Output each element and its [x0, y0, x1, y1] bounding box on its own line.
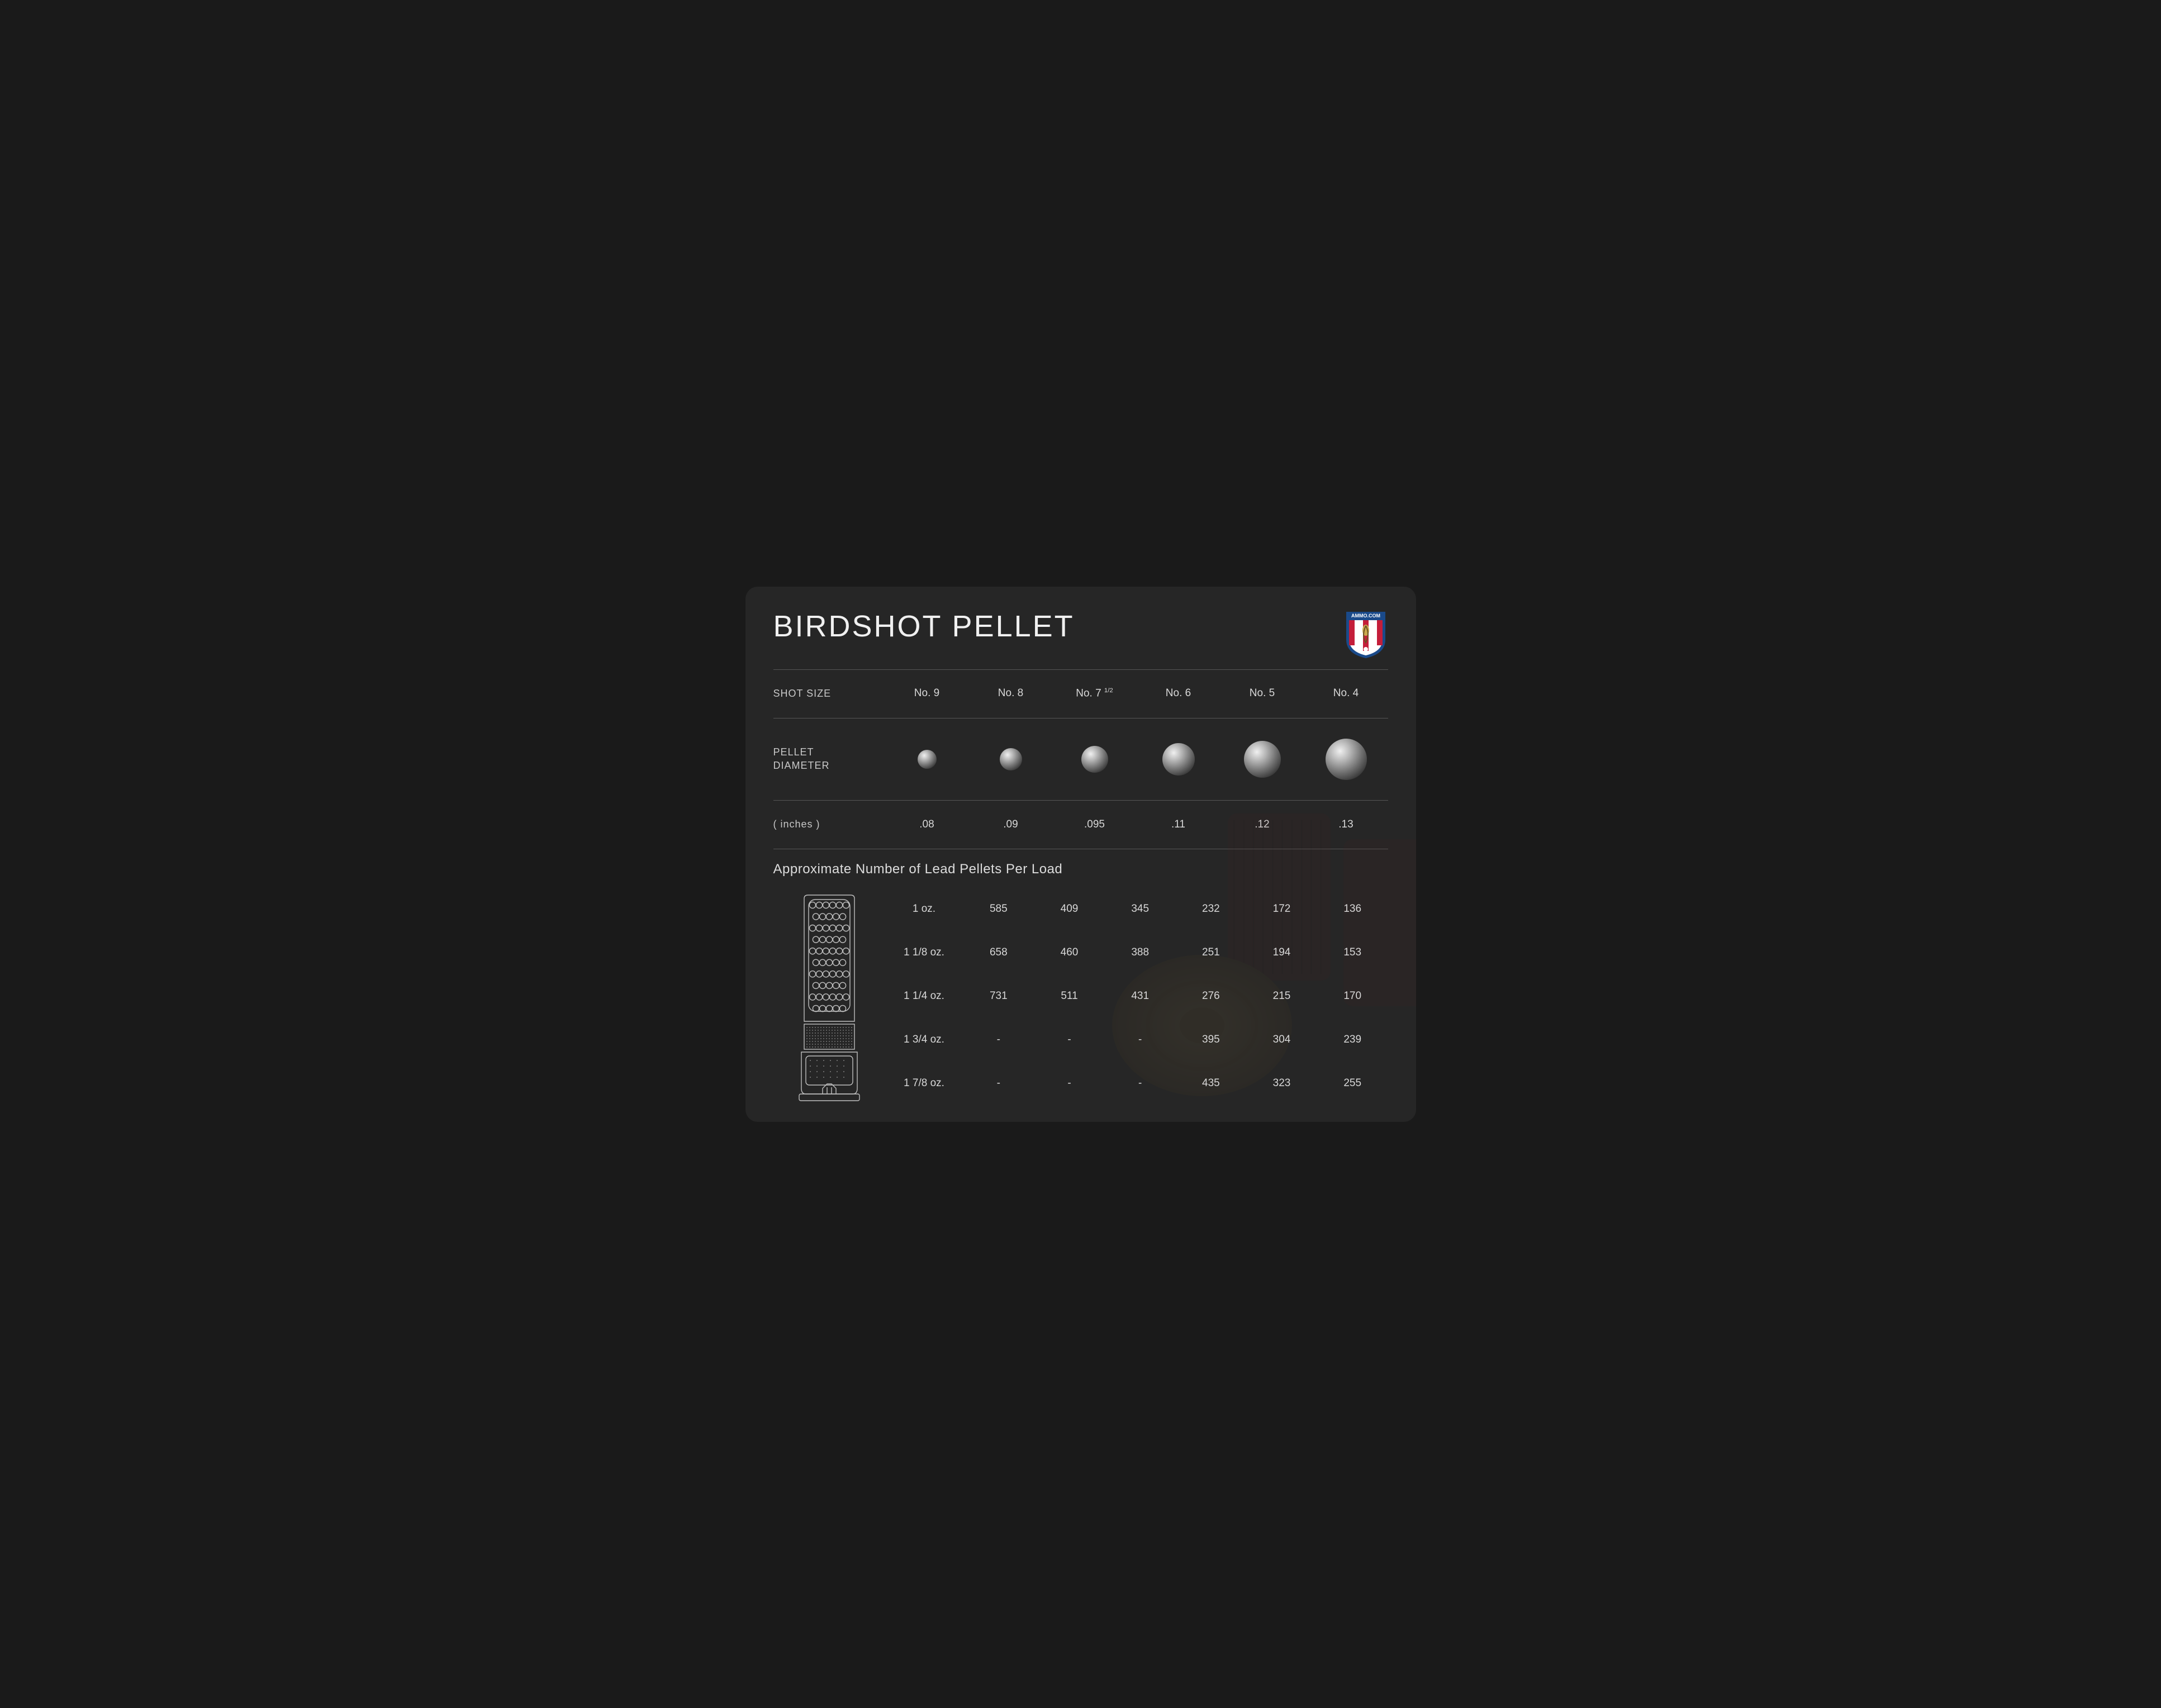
load-table: 1 oz.5854093452321721361 1/8 oz.65846038…	[885, 887, 1388, 1105]
diameter-value: .13	[1304, 819, 1388, 831]
pellet-count-cell: 153	[1317, 946, 1388, 959]
pellet-count-cell: 388	[1105, 946, 1176, 959]
shot-size-label: SHOT SIZE	[773, 687, 885, 700]
load-row: 1 7/8 oz.---435323255	[885, 1062, 1388, 1105]
shot-size-cell: No. 9	[885, 687, 969, 700]
inches-label: ( inches )	[773, 818, 885, 831]
page-title: BIRDSHOT PELLET	[773, 609, 1075, 644]
pellet-count-cell: 172	[1246, 903, 1317, 915]
pellet-sphere-icon	[1326, 739, 1367, 780]
pellet-count-cell: 345	[1105, 903, 1176, 915]
load-weight-label: 1 1/4 oz.	[885, 990, 963, 1002]
load-weight-label: 1 oz.	[885, 903, 963, 915]
pellet-count-cell: 232	[1176, 903, 1247, 915]
divider	[773, 669, 1388, 670]
pellet-count-cell: 658	[963, 946, 1034, 959]
sub-heading: Approximate Number of Lead Pellets Per L…	[773, 862, 1388, 877]
ammo-logo: AMMO.COM	[1343, 609, 1388, 659]
pellet-sphere-cell	[885, 739, 969, 780]
shot-size-cell: No. 5	[1220, 687, 1304, 700]
pellet-spheres	[885, 739, 1388, 780]
shot-size-cell: No. 4	[1304, 687, 1388, 700]
pellet-count-cell: 194	[1246, 946, 1317, 959]
diameter-value: .095	[1053, 819, 1137, 831]
header-row: BIRDSHOT PELLET AMMO.COM	[773, 609, 1388, 659]
pellet-count-cell: 304	[1246, 1034, 1317, 1046]
shot-size-cell: No. 6	[1137, 687, 1220, 700]
inches-cells: .08.09.095.11.12.13	[885, 819, 1388, 831]
lower-section: 1 oz.5854093452321721361 1/8 oz.65846038…	[773, 887, 1388, 1105]
load-weight-label: 1 7/8 oz.	[885, 1077, 963, 1089]
pellet-count-cell: -	[963, 1034, 1034, 1046]
diameter-value: .11	[1137, 819, 1220, 831]
diameter-value: .08	[885, 819, 969, 831]
pellet-count-cell: 731	[963, 990, 1034, 1002]
pellet-sphere-icon	[1081, 746, 1108, 773]
shot-size-row: SHOT SIZE No. 9No. 8No. 7 1/2No. 6No. 5N…	[773, 680, 1388, 708]
divider	[773, 718, 1388, 719]
load-row: 1 1/8 oz.658460388251194153	[885, 931, 1388, 974]
pellet-sphere-icon	[1162, 743, 1195, 776]
pellet-diameter-row: PELLET DIAMETER	[773, 729, 1388, 790]
pellet-count-cell: 255	[1317, 1077, 1388, 1089]
infographic-card: BIRDSHOT PELLET AMMO.COM SHOT SIZE No. 9…	[745, 587, 1416, 1122]
pellet-count-cell: 409	[1034, 903, 1105, 915]
svg-text:AMMO.COM: AMMO.COM	[1351, 613, 1380, 619]
pellet-count-cell: 251	[1176, 946, 1247, 959]
pellet-diameter-label: PELLET DIAMETER	[773, 746, 885, 772]
pellet-count-cell: -	[1105, 1034, 1176, 1046]
diameter-value: .12	[1220, 819, 1304, 831]
pellet-sphere-cell	[1304, 739, 1388, 780]
load-weight-label: 1 1/8 oz.	[885, 946, 963, 959]
pellet-sphere-cell	[1220, 739, 1304, 780]
pellet-count-cell: -	[1034, 1034, 1105, 1046]
pellet-sphere-cell	[1137, 739, 1220, 780]
pellet-count-cell: 136	[1317, 903, 1388, 915]
pellet-count-cell: -	[1105, 1077, 1176, 1089]
pellet-count-cell: -	[1034, 1077, 1105, 1089]
pellet-count-cell: 323	[1246, 1077, 1317, 1089]
pellet-count-cell: -	[963, 1077, 1034, 1089]
load-row: 1 oz.585409345232172136	[885, 887, 1388, 931]
divider	[773, 800, 1388, 801]
pellet-count-cell: 395	[1176, 1034, 1247, 1046]
pellet-sphere-cell	[1053, 739, 1137, 780]
load-row: 1 3/4 oz.---395304239	[885, 1018, 1388, 1062]
pellet-count-cell: 170	[1317, 990, 1388, 1002]
pellet-count-cell: 215	[1246, 990, 1317, 1002]
diameter-value: .09	[969, 819, 1053, 831]
pellet-count-cell: 511	[1034, 990, 1105, 1002]
pellet-sphere-icon	[1244, 741, 1281, 778]
pellet-sphere-cell	[969, 739, 1053, 780]
load-row: 1 1/4 oz.731511431276215170	[885, 974, 1388, 1018]
pellet-count-cell: 460	[1034, 946, 1105, 959]
pellet-sphere-icon	[1000, 748, 1022, 770]
shot-size-cell: No. 8	[969, 687, 1053, 700]
shell-cutaway-illustration	[773, 887, 885, 1105]
pellet-count-cell: 431	[1105, 990, 1176, 1002]
pellet-count-cell: 585	[963, 903, 1034, 915]
load-weight-label: 1 3/4 oz.	[885, 1034, 963, 1046]
pellet-count-cell: 435	[1176, 1077, 1247, 1089]
shot-size-cell: No. 7 1/2	[1053, 687, 1137, 700]
inches-row: ( inches ) .08.09.095.11.12.13	[773, 811, 1388, 839]
pellet-sphere-icon	[918, 750, 937, 769]
shot-size-cells: No. 9No. 8No. 7 1/2No. 6No. 5No. 4	[885, 687, 1388, 700]
pellet-count-cell: 239	[1317, 1034, 1388, 1046]
pellet-count-cell: 276	[1176, 990, 1247, 1002]
